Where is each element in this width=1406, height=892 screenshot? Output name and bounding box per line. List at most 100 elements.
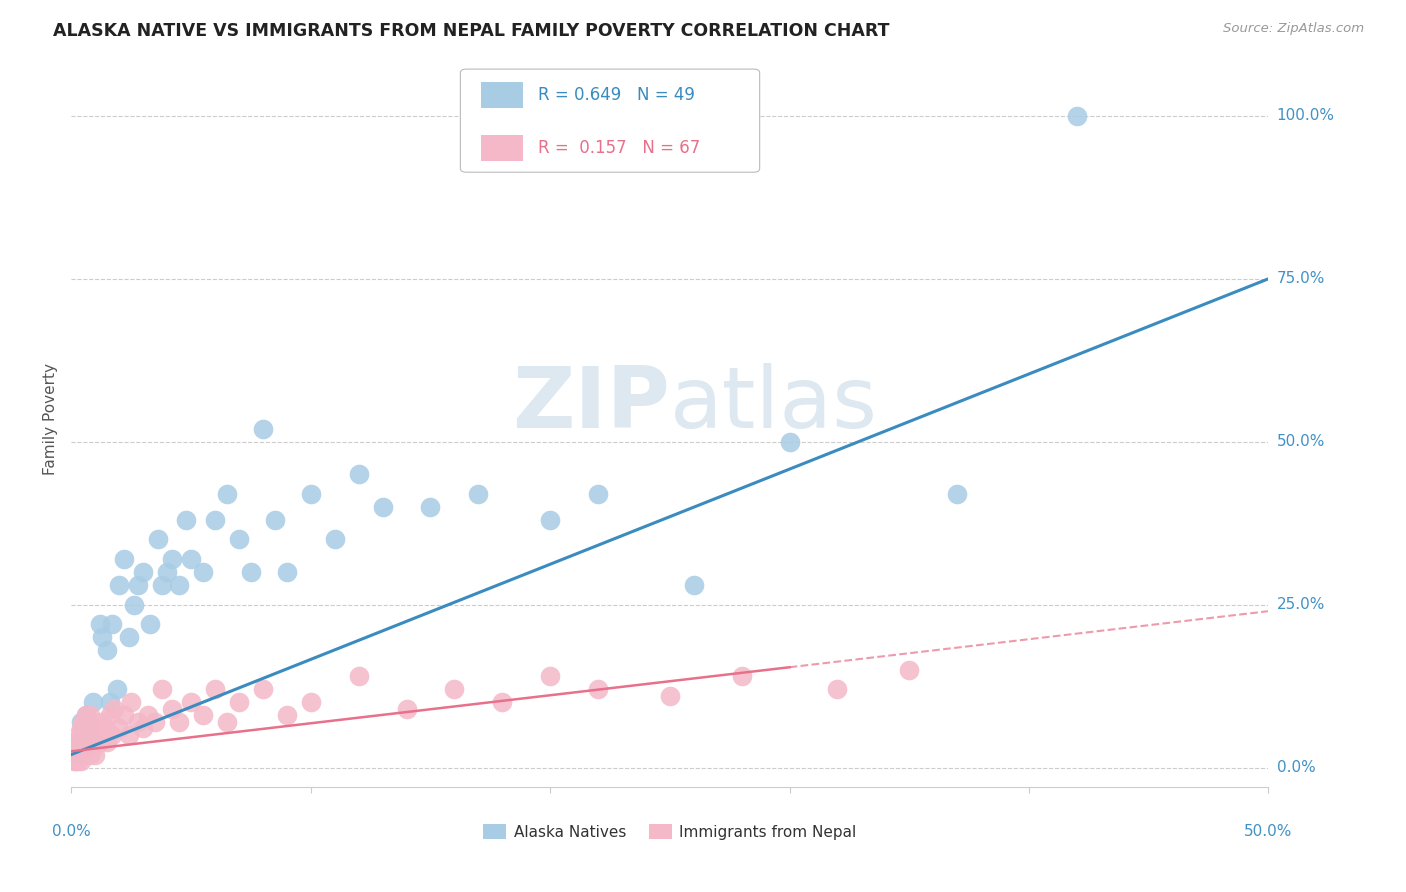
Point	[299, 695, 322, 709]
Point	[118, 728, 141, 742]
Point	[108, 578, 131, 592]
Point	[108, 722, 131, 736]
Point	[89, 734, 111, 748]
Point	[118, 630, 141, 644]
Point	[419, 500, 441, 514]
Point	[215, 714, 238, 729]
Point	[65, 734, 87, 748]
Point	[75, 747, 97, 762]
Point	[62, 741, 84, 756]
Point	[77, 722, 100, 736]
Point	[156, 565, 179, 579]
Point	[98, 708, 121, 723]
Point	[105, 682, 128, 697]
Point	[89, 617, 111, 632]
Point	[84, 722, 107, 736]
Point	[252, 682, 274, 697]
Point	[82, 714, 104, 729]
Point	[215, 487, 238, 501]
Text: ZIP: ZIP	[512, 363, 669, 446]
Point	[191, 708, 214, 723]
Point	[62, 747, 84, 762]
FancyBboxPatch shape	[460, 69, 759, 172]
Point	[91, 714, 114, 729]
Point	[443, 682, 465, 697]
Text: 0.0%: 0.0%	[52, 824, 91, 839]
Point	[65, 747, 87, 762]
Point	[79, 728, 101, 742]
Point	[276, 708, 298, 723]
Point	[371, 500, 394, 514]
Point	[84, 734, 107, 748]
Text: R = 0.649   N = 49: R = 0.649 N = 49	[538, 86, 695, 103]
Point	[946, 487, 969, 501]
Point	[72, 741, 94, 756]
Point	[70, 754, 93, 768]
Point	[299, 487, 322, 501]
Point	[77, 741, 100, 756]
Point	[96, 643, 118, 657]
Point	[167, 578, 190, 592]
Point	[898, 663, 921, 677]
Point	[731, 669, 754, 683]
Point	[65, 734, 87, 748]
Point	[150, 682, 173, 697]
Point	[75, 734, 97, 748]
Point	[101, 617, 124, 632]
Point	[79, 708, 101, 723]
Text: 0.0%: 0.0%	[1277, 760, 1316, 775]
Point	[779, 434, 801, 449]
Point	[91, 630, 114, 644]
Point	[79, 722, 101, 736]
Point	[160, 552, 183, 566]
Point	[180, 552, 202, 566]
Point	[191, 565, 214, 579]
Point	[682, 578, 704, 592]
Point	[101, 728, 124, 742]
Point	[143, 714, 166, 729]
Point	[467, 487, 489, 501]
Point	[586, 487, 609, 501]
Point	[239, 565, 262, 579]
Point	[65, 741, 87, 756]
Point	[276, 565, 298, 579]
Point	[72, 747, 94, 762]
Point	[77, 728, 100, 742]
Point	[70, 722, 93, 736]
Point	[94, 722, 117, 736]
Point	[72, 741, 94, 756]
Point	[67, 747, 90, 762]
Point	[658, 689, 681, 703]
Point	[96, 734, 118, 748]
Point	[112, 552, 135, 566]
Point	[132, 565, 155, 579]
Point	[139, 617, 162, 632]
Point	[204, 513, 226, 527]
Y-axis label: Family Poverty: Family Poverty	[44, 363, 58, 475]
Point	[491, 695, 513, 709]
Point	[323, 533, 346, 547]
Point	[67, 728, 90, 742]
Point	[82, 741, 104, 756]
Legend: Alaska Natives, Immigrants from Nepal: Alaska Natives, Immigrants from Nepal	[477, 818, 863, 846]
Point	[395, 702, 418, 716]
Point	[112, 708, 135, 723]
Point	[827, 682, 849, 697]
Point	[228, 533, 250, 547]
Text: 100.0%: 100.0%	[1277, 108, 1334, 123]
Point	[120, 695, 142, 709]
Text: atlas: atlas	[669, 363, 877, 446]
Point	[122, 598, 145, 612]
Point	[160, 702, 183, 716]
Text: 50.0%: 50.0%	[1244, 824, 1292, 839]
Point	[180, 695, 202, 709]
Point	[538, 669, 561, 683]
Point	[150, 578, 173, 592]
Text: 75.0%: 75.0%	[1277, 271, 1324, 286]
Point	[252, 422, 274, 436]
Point	[1066, 109, 1088, 123]
Point	[75, 708, 97, 723]
Point	[70, 714, 93, 729]
Point	[586, 682, 609, 697]
Point	[538, 513, 561, 527]
